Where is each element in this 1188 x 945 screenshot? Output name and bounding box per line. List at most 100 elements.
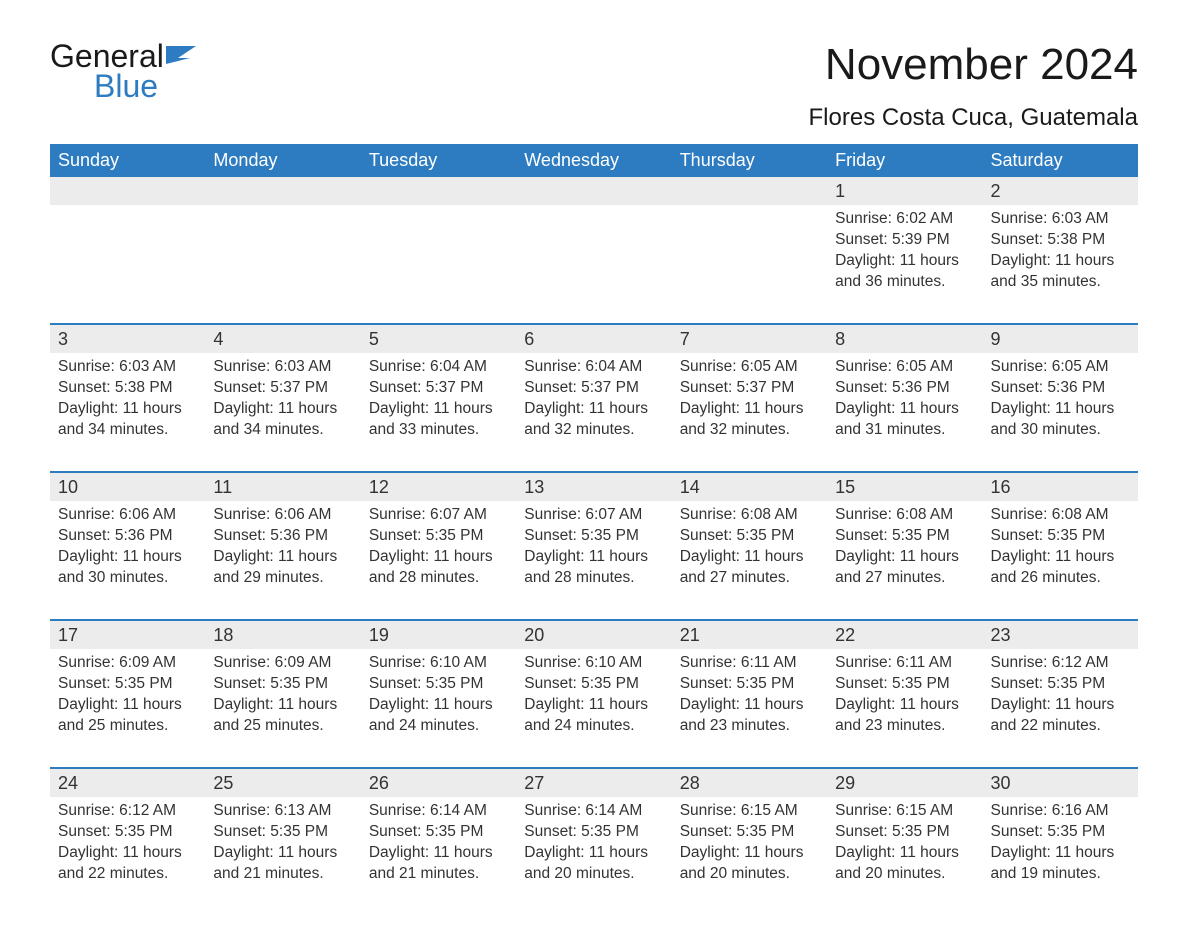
sunset-text: Sunset: 5:35 PM xyxy=(524,822,663,843)
day-number: 11 xyxy=(205,473,360,501)
sunrise-text: Sunrise: 6:12 AM xyxy=(991,653,1130,674)
sunset-text: Sunset: 5:35 PM xyxy=(369,674,508,695)
sunset-text: Sunset: 5:35 PM xyxy=(213,674,352,695)
sunset-text: Sunset: 5:35 PM xyxy=(369,822,508,843)
day-number: 9 xyxy=(983,325,1138,353)
daylight-text: Daylight: 11 hours and 32 minutes. xyxy=(524,399,663,441)
daylight-text: Daylight: 11 hours and 23 minutes. xyxy=(680,695,819,737)
day-number: 14 xyxy=(672,473,827,501)
daylight-text: Daylight: 11 hours and 27 minutes. xyxy=(835,547,974,589)
day-number xyxy=(361,177,516,205)
calendar-day: 25Sunrise: 6:13 AMSunset: 5:35 PMDayligh… xyxy=(205,769,360,895)
day-number: 15 xyxy=(827,473,982,501)
weekday: Thursday xyxy=(672,144,827,177)
day-number: 10 xyxy=(50,473,205,501)
month-title: November 2024 xyxy=(809,40,1138,90)
sunrise-text: Sunrise: 6:03 AM xyxy=(991,209,1130,230)
flag-icon xyxy=(166,40,210,69)
sunrise-text: Sunrise: 6:05 AM xyxy=(680,357,819,378)
daylight-text: Daylight: 11 hours and 31 minutes. xyxy=(835,399,974,441)
day-number xyxy=(672,177,827,205)
daylight-text: Daylight: 11 hours and 34 minutes. xyxy=(213,399,352,441)
daylight-text: Daylight: 11 hours and 29 minutes. xyxy=(213,547,352,589)
day-number: 19 xyxy=(361,621,516,649)
day-number: 3 xyxy=(50,325,205,353)
sunrise-text: Sunrise: 6:08 AM xyxy=(680,505,819,526)
sunset-text: Sunset: 5:38 PM xyxy=(58,378,197,399)
calendar-day: 9Sunrise: 6:05 AMSunset: 5:36 PMDaylight… xyxy=(983,325,1138,451)
day-number: 18 xyxy=(205,621,360,649)
day-number xyxy=(516,177,671,205)
day-number: 27 xyxy=(516,769,671,797)
day-number: 6 xyxy=(516,325,671,353)
sunset-text: Sunset: 5:36 PM xyxy=(213,526,352,547)
calendar-day: 16Sunrise: 6:08 AMSunset: 5:35 PMDayligh… xyxy=(983,473,1138,599)
sunset-text: Sunset: 5:36 PM xyxy=(991,378,1130,399)
sunset-text: Sunset: 5:35 PM xyxy=(991,822,1130,843)
day-number: 5 xyxy=(361,325,516,353)
calendar-day: 5Sunrise: 6:04 AMSunset: 5:37 PMDaylight… xyxy=(361,325,516,451)
sunrise-text: Sunrise: 6:03 AM xyxy=(58,357,197,378)
day-number: 1 xyxy=(827,177,982,205)
weekday-header: Sunday Monday Tuesday Wednesday Thursday… xyxy=(50,144,1138,177)
daylight-text: Daylight: 11 hours and 28 minutes. xyxy=(524,547,663,589)
calendar-day: 6Sunrise: 6:04 AMSunset: 5:37 PMDaylight… xyxy=(516,325,671,451)
day-number: 21 xyxy=(672,621,827,649)
calendar-day: 19Sunrise: 6:10 AMSunset: 5:35 PMDayligh… xyxy=(361,621,516,747)
calendar-day xyxy=(361,177,516,303)
sunset-text: Sunset: 5:39 PM xyxy=(835,230,974,251)
weeks-container: 1Sunrise: 6:02 AMSunset: 5:39 PMDaylight… xyxy=(50,177,1138,895)
calendar-day: 23Sunrise: 6:12 AMSunset: 5:35 PMDayligh… xyxy=(983,621,1138,747)
day-number: 17 xyxy=(50,621,205,649)
calendar-day: 15Sunrise: 6:08 AMSunset: 5:35 PMDayligh… xyxy=(827,473,982,599)
weekday: Saturday xyxy=(983,144,1138,177)
sunrise-text: Sunrise: 6:06 AM xyxy=(58,505,197,526)
calendar-day: 10Sunrise: 6:06 AMSunset: 5:36 PMDayligh… xyxy=(50,473,205,599)
calendar-day: 8Sunrise: 6:05 AMSunset: 5:36 PMDaylight… xyxy=(827,325,982,451)
calendar-week: 24Sunrise: 6:12 AMSunset: 5:35 PMDayligh… xyxy=(50,767,1138,895)
sunset-text: Sunset: 5:35 PM xyxy=(524,526,663,547)
sunset-text: Sunset: 5:37 PM xyxy=(213,378,352,399)
sunrise-text: Sunrise: 6:07 AM xyxy=(369,505,508,526)
sunset-text: Sunset: 5:38 PM xyxy=(991,230,1130,251)
day-number xyxy=(205,177,360,205)
daylight-text: Daylight: 11 hours and 25 minutes. xyxy=(58,695,197,737)
calendar-day: 12Sunrise: 6:07 AMSunset: 5:35 PMDayligh… xyxy=(361,473,516,599)
daylight-text: Daylight: 11 hours and 35 minutes. xyxy=(991,251,1130,293)
daylight-text: Daylight: 11 hours and 21 minutes. xyxy=(369,843,508,885)
day-number: 12 xyxy=(361,473,516,501)
sunrise-text: Sunrise: 6:16 AM xyxy=(991,801,1130,822)
sunset-text: Sunset: 5:36 PM xyxy=(58,526,197,547)
calendar-day: 26Sunrise: 6:14 AMSunset: 5:35 PMDayligh… xyxy=(361,769,516,895)
daylight-text: Daylight: 11 hours and 22 minutes. xyxy=(58,843,197,885)
sunrise-text: Sunrise: 6:07 AM xyxy=(524,505,663,526)
daylight-text: Daylight: 11 hours and 26 minutes. xyxy=(991,547,1130,589)
day-number: 25 xyxy=(205,769,360,797)
calendar-day: 24Sunrise: 6:12 AMSunset: 5:35 PMDayligh… xyxy=(50,769,205,895)
calendar-day: 7Sunrise: 6:05 AMSunset: 5:37 PMDaylight… xyxy=(672,325,827,451)
sunset-text: Sunset: 5:35 PM xyxy=(58,674,197,695)
sunrise-text: Sunrise: 6:11 AM xyxy=(835,653,974,674)
logo-blue: Blue xyxy=(94,70,210,102)
sunrise-text: Sunrise: 6:15 AM xyxy=(835,801,974,822)
sunrise-text: Sunrise: 6:05 AM xyxy=(835,357,974,378)
day-number xyxy=(50,177,205,205)
day-number: 29 xyxy=(827,769,982,797)
day-number: 24 xyxy=(50,769,205,797)
day-number: 20 xyxy=(516,621,671,649)
daylight-text: Daylight: 11 hours and 27 minutes. xyxy=(680,547,819,589)
sunrise-text: Sunrise: 6:04 AM xyxy=(369,357,508,378)
sunset-text: Sunset: 5:35 PM xyxy=(991,526,1130,547)
weekday: Tuesday xyxy=(361,144,516,177)
calendar-day: 14Sunrise: 6:08 AMSunset: 5:35 PMDayligh… xyxy=(672,473,827,599)
daylight-text: Daylight: 11 hours and 32 minutes. xyxy=(680,399,819,441)
calendar-day: 4Sunrise: 6:03 AMSunset: 5:37 PMDaylight… xyxy=(205,325,360,451)
daylight-text: Daylight: 11 hours and 25 minutes. xyxy=(213,695,352,737)
day-number: 8 xyxy=(827,325,982,353)
calendar-day xyxy=(50,177,205,303)
logo: General Blue xyxy=(50,40,210,102)
daylight-text: Daylight: 11 hours and 28 minutes. xyxy=(369,547,508,589)
calendar-week: 1Sunrise: 6:02 AMSunset: 5:39 PMDaylight… xyxy=(50,177,1138,303)
calendar-day: 28Sunrise: 6:15 AMSunset: 5:35 PMDayligh… xyxy=(672,769,827,895)
calendar-day: 11Sunrise: 6:06 AMSunset: 5:36 PMDayligh… xyxy=(205,473,360,599)
